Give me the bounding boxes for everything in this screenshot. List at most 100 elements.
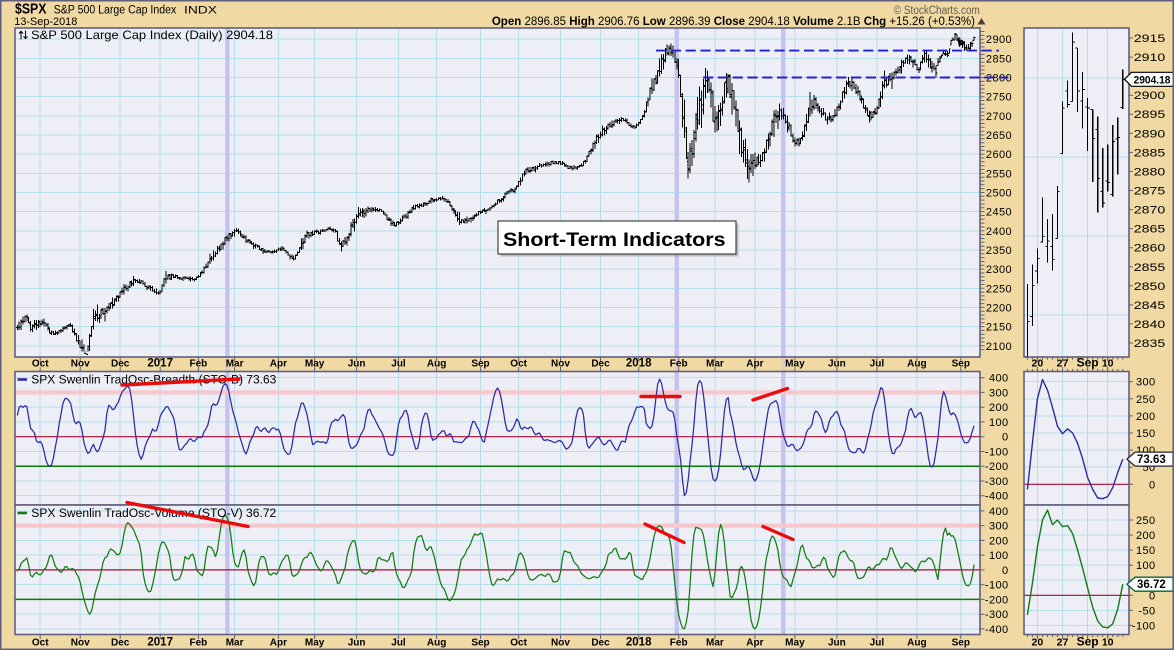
svg-text:13-Sep-2018: 13-Sep-2018 [14, 16, 77, 28]
svg-text:300: 300 [989, 521, 1009, 533]
svg-text:200: 200 [1136, 530, 1156, 542]
svg-text:2017: 2017 [147, 637, 173, 649]
svg-text:Dec: Dec [591, 358, 610, 369]
svg-text:Nov: Nov [551, 638, 570, 649]
svg-text:S&P 500 Large Cap Index (Daily: S&P 500 Large Cap Index (Daily) 2904.18 [31, 28, 273, 42]
svg-text:2890: 2890 [1134, 128, 1165, 140]
svg-text:Feb: Feb [190, 638, 208, 649]
svg-text:36.72: 36.72 [1137, 579, 1166, 591]
svg-text:-300: -300 [985, 476, 1009, 488]
svg-text:Feb: Feb [190, 358, 208, 369]
svg-text:2100: 2100 [986, 341, 1012, 353]
svg-text:2750: 2750 [986, 92, 1012, 104]
svg-text:Jun: Jun [828, 638, 846, 649]
svg-text:2017: 2017 [147, 357, 173, 369]
svg-text:-200: -200 [985, 461, 1009, 473]
svg-text:2904.18: 2904.18 [1134, 74, 1171, 86]
svg-text:Short-Term Indicators: Short-Term Indicators [503, 229, 726, 251]
svg-text:2900: 2900 [986, 34, 1012, 46]
svg-text:INDX: INDX [184, 4, 217, 16]
svg-text:2650: 2650 [986, 130, 1012, 142]
svg-text:2350: 2350 [986, 245, 1012, 257]
svg-text:Sep: Sep [1077, 635, 1099, 649]
svg-text:10: 10 [1102, 357, 1114, 369]
svg-text:Apr: Apr [270, 638, 287, 649]
svg-text:2400: 2400 [986, 226, 1012, 238]
svg-text:0: 0 [1149, 479, 1156, 491]
svg-text:May: May [785, 638, 805, 649]
svg-text:300: 300 [1136, 377, 1156, 389]
svg-text:400: 400 [989, 373, 1009, 385]
svg-text:Jun: Jun [348, 358, 366, 369]
svg-text:-400: -400 [985, 491, 1009, 503]
svg-text:2915: 2915 [1134, 33, 1165, 45]
svg-text:73.63: 73.63 [1137, 454, 1166, 466]
svg-text:Apr: Apr [270, 358, 287, 369]
svg-text:2910: 2910 [1134, 52, 1165, 64]
svg-text:-50: -50 [1138, 605, 1155, 617]
svg-text:2600: 2600 [986, 149, 1012, 161]
svg-text:250: 250 [1136, 394, 1156, 406]
svg-text:2300: 2300 [986, 264, 1012, 276]
svg-text:300: 300 [989, 387, 1009, 399]
svg-text:-200: -200 [985, 594, 1009, 606]
svg-text:2250: 2250 [986, 283, 1012, 295]
svg-text:27: 27 [1057, 357, 1069, 369]
svg-text:Mar: Mar [226, 638, 244, 649]
svg-text:2860: 2860 [1134, 243, 1165, 255]
svg-text:Sep: Sep [952, 638, 970, 649]
svg-text:2895: 2895 [1134, 109, 1165, 121]
svg-text:27: 27 [1057, 637, 1069, 649]
svg-text:Aug: Aug [907, 638, 926, 649]
svg-text:Apr: Apr [746, 638, 763, 649]
svg-text:Apr: Apr [746, 358, 763, 369]
svg-text:Aug: Aug [427, 638, 446, 649]
svg-text:400: 400 [989, 506, 1009, 518]
svg-text:Mar: Mar [226, 358, 244, 369]
svg-text:-400: -400 [985, 624, 1009, 636]
svg-text:2870: 2870 [1134, 205, 1165, 217]
svg-text:Sep: Sep [471, 358, 489, 369]
svg-text:Oct: Oct [32, 638, 49, 649]
svg-text:Aug: Aug [907, 358, 926, 369]
svg-text:Mar: Mar [706, 638, 724, 649]
svg-text:2850: 2850 [986, 53, 1012, 65]
svg-text:2865: 2865 [1134, 224, 1165, 236]
svg-text:250: 250 [1136, 515, 1156, 527]
svg-text:-100: -100 [1132, 620, 1156, 632]
svg-text:100: 100 [989, 417, 1009, 429]
svg-text:2800: 2800 [986, 73, 1012, 85]
svg-text:2835: 2835 [1134, 338, 1165, 350]
svg-text:SPX Swenlin TradOsc-Volume (ST: SPX Swenlin TradOsc-Volume (STO-V) 36.72 [31, 506, 276, 520]
svg-text:2200: 2200 [986, 302, 1012, 314]
svg-text:Oct: Oct [32, 358, 49, 369]
svg-text:Sep: Sep [952, 358, 970, 369]
svg-text:0: 0 [1002, 432, 1009, 444]
svg-text:150: 150 [1136, 545, 1156, 557]
svg-text:2845: 2845 [1134, 300, 1165, 312]
svg-text:200: 200 [1136, 411, 1156, 423]
svg-text:2880: 2880 [1134, 166, 1165, 178]
svg-text:20: 20 [1032, 357, 1044, 369]
svg-text:2700: 2700 [986, 111, 1012, 123]
svg-text:20: 20 [1032, 637, 1044, 649]
svg-text:Jul: Jul [391, 638, 406, 649]
svg-text:2875: 2875 [1134, 186, 1165, 198]
svg-text:Jul: Jul [870, 638, 885, 649]
svg-text:Open 2896.85 High 2906.76 Low: Open 2896.85 High 2906.76 Low 2896.39 Cl… [492, 16, 975, 28]
svg-text:-100: -100 [985, 447, 1009, 459]
svg-text:2840: 2840 [1134, 319, 1165, 331]
svg-text:2550: 2550 [986, 168, 1012, 180]
svg-text:Feb: Feb [670, 638, 688, 649]
svg-text:Nov: Nov [551, 358, 570, 369]
svg-text:-300: -300 [985, 609, 1009, 621]
svg-text:Mar: Mar [706, 358, 724, 369]
svg-text:May: May [305, 358, 325, 369]
svg-text:© StockCharts.com: © StockCharts.com [894, 5, 980, 17]
svg-text:2150: 2150 [986, 322, 1012, 334]
svg-text:S&P 500 Large Cap Index: S&P 500 Large Cap Index [54, 4, 177, 16]
svg-text:Oct: Oct [510, 358, 527, 369]
svg-text:0: 0 [1149, 590, 1156, 602]
svg-text:200: 200 [989, 402, 1009, 414]
svg-text:Sep: Sep [471, 638, 489, 649]
